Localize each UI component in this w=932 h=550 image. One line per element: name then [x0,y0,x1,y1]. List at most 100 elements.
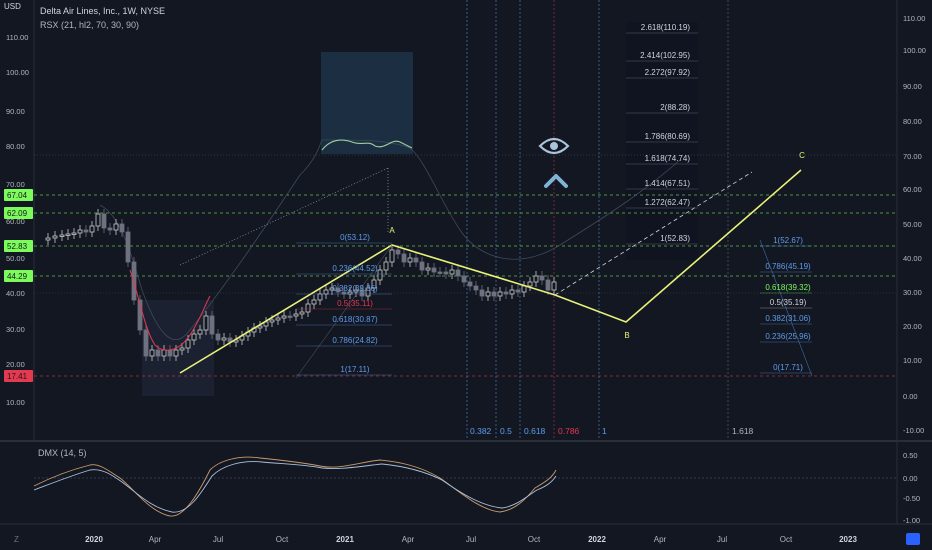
candle[interactable] [359,289,365,297]
drawings[interactable]: A B C [179,151,813,379]
candle[interactable] [371,279,377,289]
candle[interactable] [269,319,275,323]
candle[interactable] [143,329,149,357]
candle[interactable] [383,261,389,271]
dmx-line[interactable] [33,456,557,517]
symbol-title[interactable]: Delta Air Lines, Inc., 1W, NYSE [40,6,166,16]
candle[interactable] [52,235,58,239]
candle[interactable] [485,291,491,297]
candle[interactable] [377,269,383,281]
candle[interactable] [467,281,473,287]
candle[interactable] [197,329,203,335]
candle[interactable] [101,213,107,229]
candle[interactable] [173,349,179,357]
left-axis-label: 80.00 [6,142,25,151]
time-axis-label: 2023 [839,535,857,544]
candle[interactable] [95,213,101,227]
candle[interactable] [521,285,527,293]
candle[interactable] [107,227,113,231]
candle[interactable] [323,289,329,295]
candle[interactable] [179,347,185,351]
fib-projection-label: 0.786(45.19) [765,262,811,271]
projection-dashed-line[interactable] [554,171,753,296]
dmx-pane[interactable] [33,456,897,517]
candle[interactable] [161,349,167,357]
candle[interactable] [65,233,71,236]
left-axis-label: 60.00 [6,217,25,226]
candle[interactable] [353,289,359,293]
candle[interactable] [257,325,263,329]
settings-icon[interactable] [906,533,920,545]
candle[interactable] [503,291,509,295]
candlesticks[interactable] [45,209,557,361]
candle[interactable] [413,257,419,263]
candle[interactable] [155,349,161,357]
candle[interactable] [515,289,521,293]
candle[interactable] [185,339,191,349]
candle[interactable] [431,267,437,273]
candle[interactable] [551,281,557,291]
candle[interactable] [203,315,209,331]
price-level-badge-text: 52.83 [7,242,28,251]
indicator-title[interactable]: RSX (21, hl2, 70, 30, 90) [40,20,140,30]
candle[interactable] [455,269,461,277]
candle[interactable] [209,315,215,335]
candle[interactable] [329,287,335,291]
candle[interactable] [425,267,431,271]
candle[interactable] [131,261,137,301]
candle[interactable] [191,333,197,341]
dmx-title[interactable]: DMX (14, 5) [38,448,87,458]
candle[interactable] [45,237,51,241]
candle[interactable] [113,223,119,231]
candle[interactable] [497,291,503,297]
candle[interactable] [89,225,95,233]
trend-dotted-line[interactable] [179,167,389,266]
candle[interactable] [545,279,551,291]
candle[interactable] [539,275,545,281]
fib-time-label: 0.786 [558,426,580,436]
candle[interactable] [311,299,317,305]
candle[interactable] [59,234,65,237]
candle[interactable] [443,271,449,275]
candle[interactable] [437,271,443,274]
candle[interactable] [287,315,293,318]
candle[interactable] [365,287,371,297]
candle[interactable] [479,289,485,297]
candle[interactable] [317,293,323,301]
candle[interactable] [449,269,455,275]
candle[interactable] [167,349,173,357]
timezone-icon[interactable]: Z [14,535,19,544]
price-level-badge [4,270,33,282]
candle[interactable] [389,249,395,263]
candle[interactable] [119,223,125,233]
candle[interactable] [293,313,299,317]
dmx-signal-line[interactable] [33,461,557,513]
candle[interactable] [221,337,227,341]
candle[interactable] [407,257,413,263]
candle[interactable] [149,349,155,357]
candle[interactable] [71,232,77,235]
candle[interactable] [401,253,407,263]
candle[interactable] [281,315,287,319]
candle[interactable] [491,291,497,297]
candle[interactable] [77,229,83,234]
candle[interactable] [527,281,533,287]
candle[interactable] [509,289,515,295]
candle[interactable] [461,275,467,283]
time-axis-label: 2020 [85,535,103,544]
candle[interactable] [215,333,221,341]
candle[interactable] [299,311,305,315]
candle[interactable] [83,229,89,233]
time-axis-label: Apr [149,535,162,544]
candle[interactable] [395,249,401,255]
right-axis-label: 80.00 [903,117,922,126]
candle[interactable] [335,287,341,293]
candle[interactable] [419,261,425,271]
candle[interactable] [137,299,143,331]
candle[interactable] [305,303,311,313]
candle[interactable] [473,285,479,291]
candle[interactable] [275,317,281,321]
candle[interactable] [533,275,539,283]
candle[interactable] [125,231,131,263]
